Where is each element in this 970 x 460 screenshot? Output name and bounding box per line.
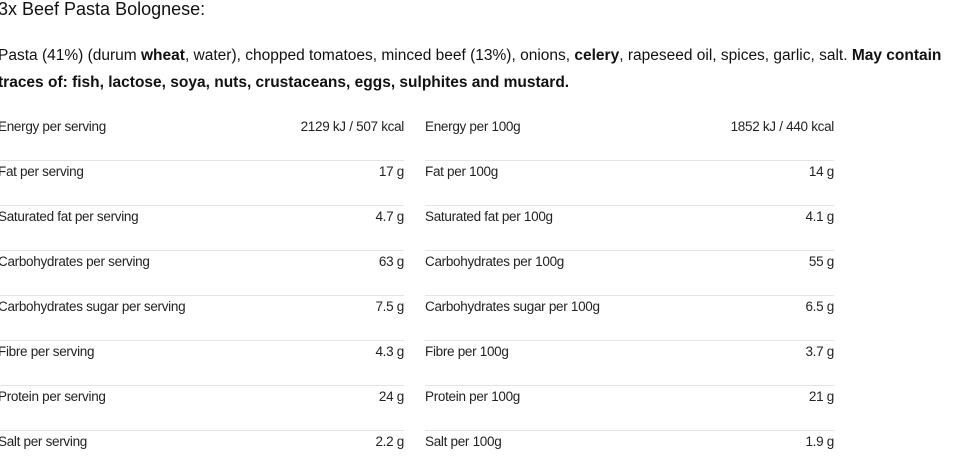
nutrient-value: 1852 kJ / 440 kcal (730, 119, 835, 134)
ingredient-text: , rapeseed oil, spices, garlic, salt. (619, 47, 852, 64)
nutrition-row: Fat per serving 17 g (0, 161, 404, 206)
nutrient-value: 2.2 g (375, 434, 404, 449)
nutrient-label: Energy per 100g (425, 119, 521, 134)
nutrient-value: 63 g (378, 254, 404, 269)
nutrient-value: 3.7 g (805, 344, 834, 359)
nutrition-row: Protein per 100g 21 g (425, 386, 834, 431)
nutrition-row: Salt per serving 2.2 g (0, 431, 404, 460)
nutrient-label: Saturated fat per 100g (425, 209, 553, 224)
nutrition-row: Fibre per 100g 3.7 g (425, 341, 834, 386)
ingredient-text: May contain traces of: fish, lactose, so… (0, 47, 942, 91)
ingredient-text: Pasta (41%) (durum (0, 47, 141, 64)
nutrition-row: Saturated fat per serving 4.7 g (0, 206, 404, 251)
nutrient-label: Protein per 100g (425, 389, 521, 404)
nutrient-label: Energy per serving (0, 119, 106, 134)
per-100g-column: Energy per 100g 1852 kJ / 440 kcal Fat per… (425, 116, 834, 460)
nutrition-row: Salt per 100g 1.9 g (425, 431, 834, 460)
nutrient-value: 1.9 g (805, 434, 834, 449)
nutrient-value: 21 g (808, 389, 834, 404)
nutrient-label: Carbohydrates sugar per serving (0, 299, 186, 314)
nutrient-value: 4.3 g (375, 344, 404, 359)
nutrition-row: Fat per 100g 14 g (425, 161, 834, 206)
nutrient-label: Fat per serving (0, 164, 84, 179)
nutrient-value: 55 g (808, 254, 834, 269)
nutrient-label: Fat per 100g (425, 164, 498, 179)
product-title: 3x Beef Pasta Bolognese: (0, 0, 206, 19)
nutrition-row: Energy per 100g 1852 kJ / 440 kcal (425, 116, 834, 161)
nutrient-value: 17 g (378, 164, 404, 179)
nutrient-value: 4.7 g (375, 209, 404, 224)
nutrient-label: Carbohydrates per serving (0, 254, 150, 269)
nutrition-row: Protein per serving 24 g (0, 386, 404, 431)
nutrient-label: Fibre per 100g (425, 344, 509, 359)
ingredient-text: wheat (141, 47, 185, 64)
nutrient-label: Salt per serving (0, 434, 87, 449)
ingredient-text: , water), chopped tomatoes, minced beef … (184, 47, 575, 64)
nutrient-label: Fibre per serving (0, 344, 95, 359)
nutrition-row: Saturated fat per 100g 4.1 g (425, 206, 834, 251)
nutrient-label: Protein per serving (0, 389, 106, 404)
nutrition-row: Carbohydrates per serving 63 g (0, 251, 404, 296)
nutrition-row: Carbohydrates sugar per 100g 6.5 g (425, 296, 834, 341)
nutrient-label: Saturated fat per serving (0, 209, 139, 224)
nutrition-row: Fibre per serving 4.3 g (0, 341, 404, 386)
nutrient-value: 24 g (378, 389, 404, 404)
nutrient-value: 4.1 g (805, 209, 834, 224)
nutrient-value: 7.5 g (375, 299, 404, 314)
nutrition-row: Carbohydrates sugar per serving 7.5 g (0, 296, 404, 341)
nutrient-label: Carbohydrates sugar per 100g (425, 299, 600, 314)
per-serving-column: Energy per serving 2129 kJ / 507 kcal Fat … (0, 116, 404, 460)
ingredients: Pasta (41%) (durum wheat, water), choppe… (0, 42, 953, 96)
nutrition-row: Energy per serving 2129 kJ / 507 kcal (0, 116, 404, 161)
nutrient-value: 6.5 g (805, 299, 834, 314)
nutrition-row: Carbohydrates per 100g 55 g (425, 251, 834, 296)
nutrient-value: 14 g (808, 164, 834, 179)
nutrient-label: Salt per 100g (425, 434, 502, 449)
nutrient-value: 2129 kJ / 507 kcal (300, 119, 405, 134)
nutrient-label: Carbohydrates per 100g (425, 254, 564, 269)
ingredient-text: celery (574, 47, 620, 64)
